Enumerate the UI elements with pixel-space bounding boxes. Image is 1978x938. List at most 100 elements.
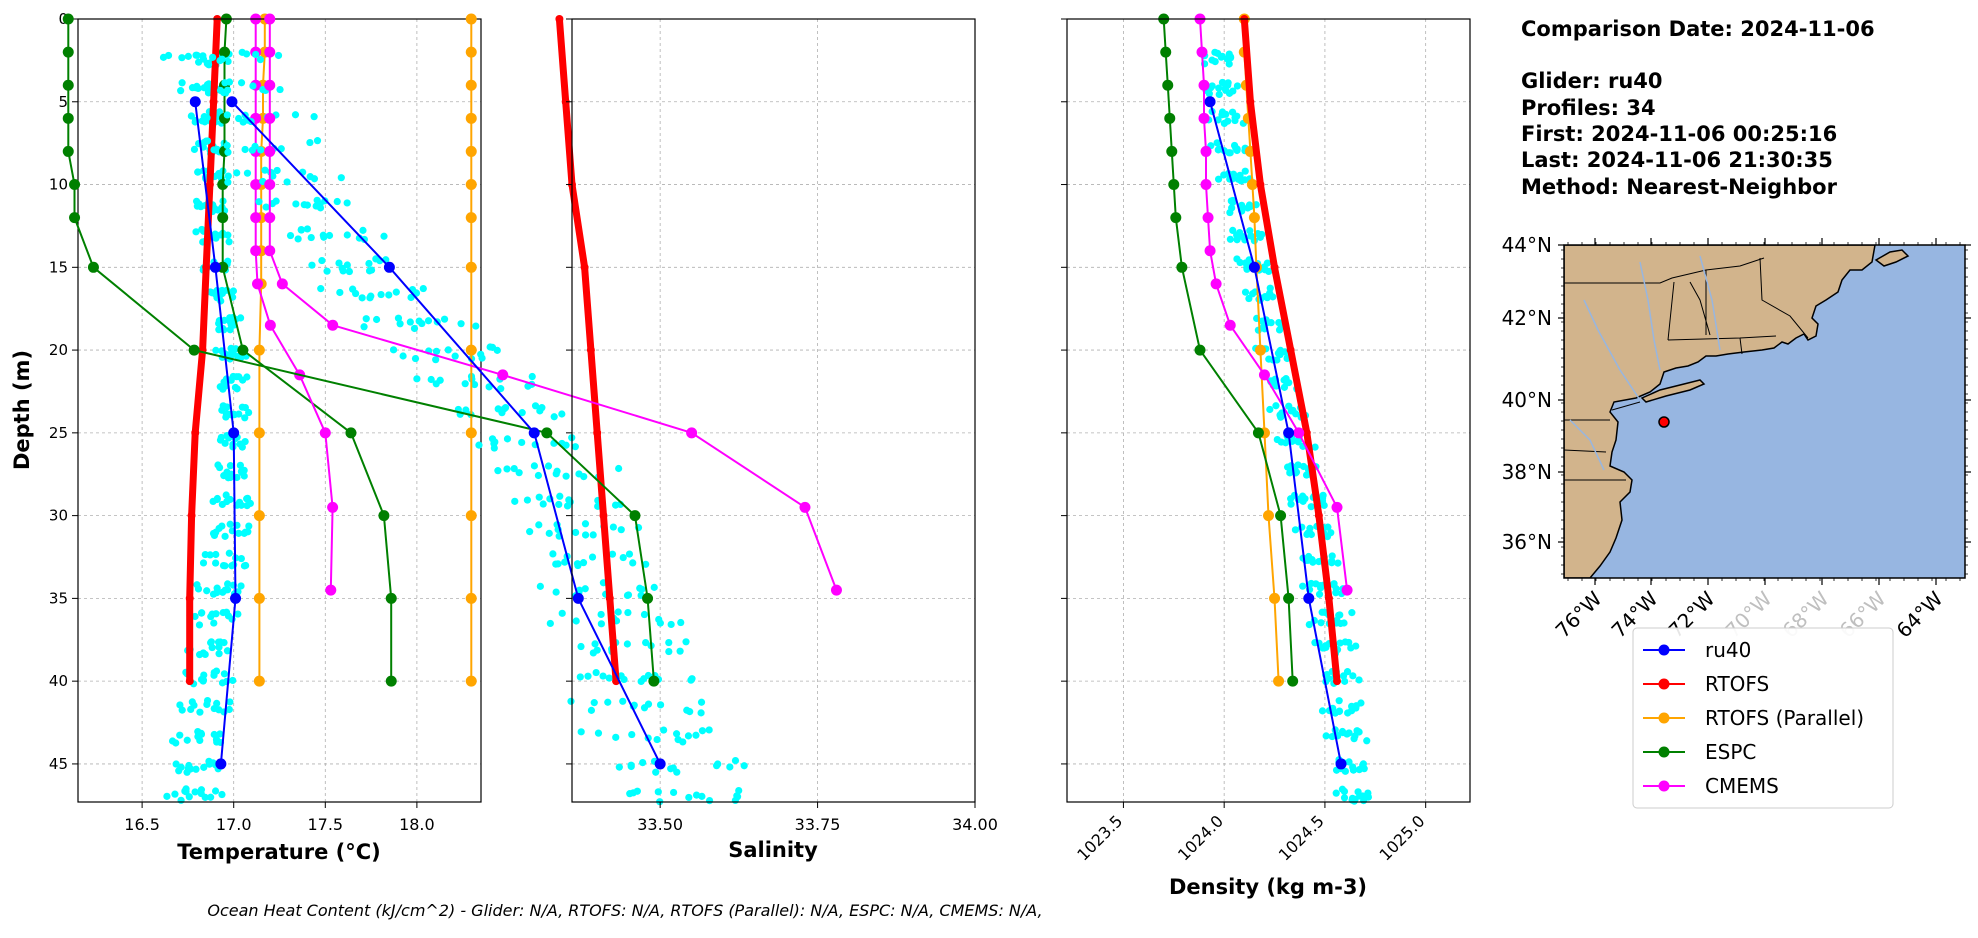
glider-point	[656, 701, 665, 709]
glider-point	[444, 346, 452, 354]
map-lat-label: 38°N	[1502, 460, 1552, 484]
series-point	[327, 501, 339, 513]
series-point	[629, 510, 641, 522]
glider-point	[226, 462, 235, 470]
glider-point	[222, 608, 231, 616]
glider-point	[159, 53, 168, 61]
series-point	[276, 278, 288, 290]
glider-point	[318, 256, 326, 265]
glider-point	[407, 293, 415, 302]
footer-ohc: Ocean Heat Content (kJ/cm^2) - Glider: N…	[207, 901, 1042, 920]
glider-point	[415, 317, 423, 325]
glider-point	[182, 788, 190, 796]
glider-point	[273, 166, 281, 175]
glider-point	[567, 697, 575, 705]
first-time: First: 2024-11-06 00:25:16	[1521, 122, 1837, 146]
glider-point	[210, 146, 218, 154]
glider-point	[615, 763, 623, 771]
series-point	[1198, 79, 1210, 91]
glider-location-marker	[1658, 416, 1670, 428]
glider-point	[337, 174, 345, 182]
glider-point	[628, 730, 636, 739]
series-point	[1168, 179, 1180, 191]
legend-box	[1632, 627, 1894, 809]
glider-point	[233, 169, 241, 177]
glider-point	[1345, 729, 1353, 737]
glider-point	[609, 523, 617, 531]
glider-point	[1243, 265, 1251, 273]
map-lat-label: 42°N	[1502, 306, 1552, 330]
glider-point	[432, 347, 441, 355]
series-point	[62, 46, 74, 58]
glider-point	[624, 608, 632, 617]
glider-point	[419, 284, 427, 293]
glider-point	[679, 738, 687, 746]
glider-point	[581, 520, 590, 528]
glider-point	[436, 376, 444, 384]
glider-point	[345, 267, 354, 276]
glider-point	[665, 647, 673, 656]
series-point	[580, 263, 589, 272]
glider-point	[237, 314, 245, 322]
glider-point	[313, 196, 321, 204]
series-point	[264, 179, 276, 191]
glider-point	[1213, 139, 1221, 147]
glider-point	[360, 323, 368, 331]
glider-point	[1355, 676, 1363, 684]
glider-point	[203, 137, 212, 145]
x-tick-label: 17.0	[216, 815, 252, 834]
glider-point	[1328, 552, 1336, 560]
glider-point	[556, 492, 564, 500]
glider-point	[224, 148, 232, 156]
glider-point	[283, 178, 291, 186]
series-point	[253, 427, 265, 439]
glider-point	[1241, 288, 1250, 296]
glider-point	[218, 55, 226, 63]
glider-point	[1269, 293, 1277, 301]
glider-point	[676, 647, 684, 655]
glider-point	[698, 727, 707, 735]
glider-point	[587, 706, 596, 714]
glider-point	[208, 643, 216, 652]
glider-point	[1334, 559, 1342, 567]
glider-point	[1285, 402, 1293, 410]
series-point	[465, 261, 477, 273]
last-time: Last: 2024-11-06 21:30:35	[1521, 148, 1833, 172]
glider-point	[352, 289, 360, 298]
glider-point	[561, 558, 569, 566]
glider-point	[212, 346, 220, 354]
glider-point	[184, 52, 192, 60]
glider-point	[224, 57, 232, 66]
series-point	[541, 427, 553, 439]
glider-point	[213, 495, 221, 504]
x-axis-label: Temperature (°C)	[177, 840, 380, 864]
glider-point	[1311, 443, 1319, 451]
glider-point	[224, 231, 232, 239]
glider-point	[1214, 175, 1223, 183]
series-point	[1286, 346, 1295, 355]
map-ticks	[1558, 238, 1971, 585]
glider-point	[215, 650, 223, 658]
glider-point	[608, 550, 617, 558]
glider-point	[538, 404, 546, 412]
glider-point	[1349, 672, 1357, 680]
glider-point	[1318, 707, 1327, 715]
glider-point	[196, 651, 204, 659]
glider-point	[226, 520, 234, 528]
glider-point	[1265, 267, 1273, 276]
series-point	[1170, 212, 1182, 224]
glider-point	[491, 438, 499, 446]
series-point	[253, 510, 265, 522]
glider-point	[1330, 581, 1338, 589]
glider-point	[198, 609, 206, 617]
glider-point	[1360, 765, 1368, 773]
glider-point	[604, 698, 612, 706]
glider-point	[209, 759, 217, 767]
glider-point	[208, 610, 216, 618]
series-point	[253, 344, 265, 356]
series-point	[226, 96, 238, 108]
glider-point	[1208, 82, 1216, 90]
